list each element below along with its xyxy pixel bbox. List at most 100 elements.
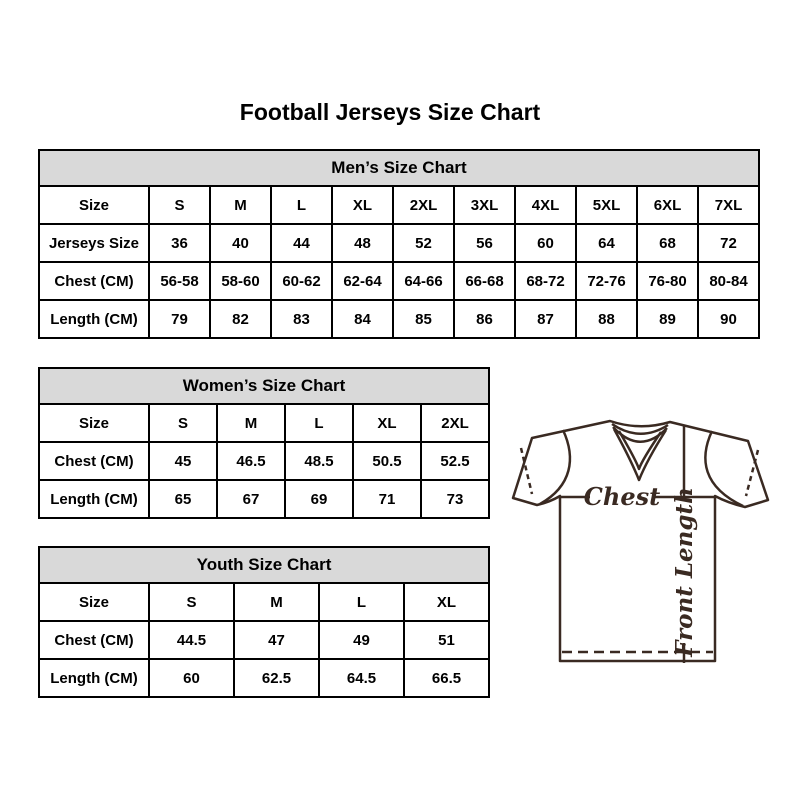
vneck-outer bbox=[612, 428, 668, 482]
table-cell: 83 bbox=[270, 299, 333, 339]
table-cell: 82 bbox=[209, 299, 272, 339]
table-cell: 47 bbox=[233, 620, 320, 660]
right-cuff-dashed-line bbox=[744, 449, 760, 497]
table-cell: 48.5 bbox=[284, 441, 354, 481]
table-cell: 62.5 bbox=[233, 658, 320, 698]
table-cell: L bbox=[284, 403, 354, 443]
table-row: Length (CM) 60 62.5 64.5 66.5 bbox=[38, 658, 490, 698]
table-cell: 67 bbox=[216, 479, 286, 519]
table-cell: S bbox=[148, 185, 211, 225]
table-cell: 76-80 bbox=[636, 261, 699, 301]
table-cell: 49 bbox=[318, 620, 405, 660]
table-cell: 46.5 bbox=[216, 441, 286, 481]
table-cell: 5XL bbox=[575, 185, 638, 225]
womens-table-title: Women’s Size Chart bbox=[38, 367, 490, 405]
table-row: Chest (CM) 44.5 47 49 51 bbox=[38, 620, 490, 660]
table-cell: 50.5 bbox=[352, 441, 422, 481]
table-cell: 80-84 bbox=[697, 261, 760, 301]
row-label-cell: Length (CM) bbox=[38, 299, 150, 339]
youth-size-table: Youth Size Chart Size S M L XL Chest (CM… bbox=[38, 546, 490, 698]
table-cell: S bbox=[148, 403, 218, 443]
front-length-label: Front Length bbox=[671, 487, 698, 658]
table-cell: 64-66 bbox=[392, 261, 455, 301]
table-cell: 90 bbox=[697, 299, 760, 339]
jersey-outline bbox=[511, 419, 770, 663]
table-cell: 64.5 bbox=[318, 658, 405, 698]
collar-arc-1 bbox=[611, 422, 669, 435]
row-label-cell: Size bbox=[38, 582, 150, 622]
table-row: Jerseys Size 36 40 44 48 52 56 60 64 68 … bbox=[38, 223, 760, 263]
youth-table-title: Youth Size Chart bbox=[38, 546, 490, 584]
table-cell: 60-62 bbox=[270, 261, 333, 301]
table-cell: S bbox=[148, 582, 235, 622]
table-cell: 45 bbox=[148, 441, 218, 481]
table-row: Length (CM) 65 67 69 71 73 bbox=[38, 479, 490, 519]
left-sleeve-seam bbox=[539, 429, 572, 506]
table-cell: 52.5 bbox=[420, 441, 490, 481]
womens-size-table: Women’s Size Chart Size S M L XL 2XL Che… bbox=[38, 367, 490, 519]
table-cell: 48 bbox=[331, 223, 394, 263]
table-cell: M bbox=[216, 403, 286, 443]
chest-label: Chest bbox=[584, 482, 660, 511]
table-cell: 2XL bbox=[420, 403, 490, 443]
row-label-cell: Size bbox=[38, 185, 150, 225]
table-row: Chest (CM) 56-58 58-60 60-62 62-64 64-66… bbox=[38, 261, 760, 301]
table-cell: 52 bbox=[392, 223, 455, 263]
mens-size-table: Men’s Size Chart Size S M L XL 2XL 3XL 4… bbox=[38, 149, 760, 339]
table-cell: L bbox=[270, 185, 333, 225]
row-label-cell: Jerseys Size bbox=[38, 223, 150, 263]
table-cell: 66.5 bbox=[403, 658, 490, 698]
table-cell: 79 bbox=[148, 299, 211, 339]
table-cell: 64 bbox=[575, 223, 638, 263]
table-cell: 44 bbox=[270, 223, 333, 263]
jersey-measurement-diagram: Chest Front Length bbox=[500, 400, 780, 690]
table-cell: 65 bbox=[148, 479, 218, 519]
page-title: Football Jerseys Size Chart bbox=[239, 99, 541, 125]
table-cell: 3XL bbox=[453, 185, 516, 225]
table-cell: 56-58 bbox=[148, 261, 211, 301]
row-label-cell: Length (CM) bbox=[38, 479, 150, 519]
table-row: Size S M L XL 2XL 3XL 4XL 5XL 6XL 7XL bbox=[38, 185, 760, 225]
table-cell: XL bbox=[331, 185, 394, 225]
row-label-cell: Chest (CM) bbox=[38, 261, 150, 301]
right-sleeve-seam bbox=[704, 430, 744, 508]
table-cell: 60 bbox=[514, 223, 577, 263]
table-cell: 84 bbox=[331, 299, 394, 339]
table-cell: 40 bbox=[209, 223, 272, 263]
table-cell: XL bbox=[352, 403, 422, 443]
table-cell: 85 bbox=[392, 299, 455, 339]
table-cell: 73 bbox=[420, 479, 490, 519]
row-label-cell: Size bbox=[38, 403, 150, 443]
table-cell: M bbox=[209, 185, 272, 225]
table-cell: 66-68 bbox=[453, 261, 516, 301]
table-cell: 62-64 bbox=[331, 261, 394, 301]
table-cell: 71 bbox=[352, 479, 422, 519]
table-cell: 89 bbox=[636, 299, 699, 339]
table-cell: 7XL bbox=[697, 185, 760, 225]
table-cell: M bbox=[233, 582, 320, 622]
row-label-cell: Length (CM) bbox=[38, 658, 150, 698]
table-cell: XL bbox=[403, 582, 490, 622]
table-cell: 68 bbox=[636, 223, 699, 263]
table-cell: 56 bbox=[453, 223, 516, 263]
table-cell: 88 bbox=[575, 299, 638, 339]
jersey-diagram-svg: Chest Front Length bbox=[511, 419, 770, 663]
table-cell: L bbox=[318, 582, 405, 622]
table-cell: 44.5 bbox=[148, 620, 235, 660]
vneck-inner bbox=[617, 430, 663, 471]
row-label-cell: Chest (CM) bbox=[38, 620, 150, 660]
table-row: Size S M L XL 2XL bbox=[38, 403, 490, 443]
table-cell: 6XL bbox=[636, 185, 699, 225]
table-cell: 60 bbox=[148, 658, 235, 698]
table-cell: 4XL bbox=[514, 185, 577, 225]
table-row: Length (CM) 79 82 83 84 85 86 87 88 89 9… bbox=[38, 299, 760, 339]
table-row: Size S M L XL bbox=[38, 582, 490, 622]
row-label-cell: Chest (CM) bbox=[38, 441, 150, 481]
table-cell: 2XL bbox=[392, 185, 455, 225]
table-cell: 58-60 bbox=[209, 261, 272, 301]
table-cell: 72-76 bbox=[575, 261, 638, 301]
table-cell: 69 bbox=[284, 479, 354, 519]
table-cell: 36 bbox=[148, 223, 211, 263]
table-row: Chest (CM) 45 46.5 48.5 50.5 52.5 bbox=[38, 441, 490, 481]
table-cell: 86 bbox=[453, 299, 516, 339]
